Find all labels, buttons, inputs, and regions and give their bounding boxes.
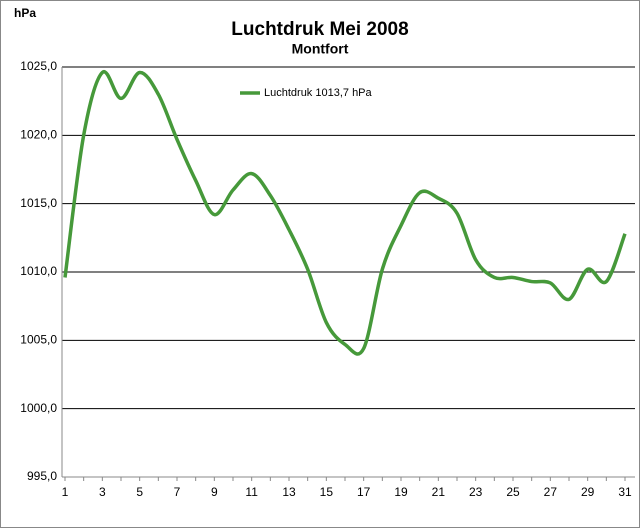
line: [63, 70, 627, 356]
x-tick-label: 29: [581, 485, 595, 499]
x-tick-label: 17: [357, 485, 371, 499]
x-tick-label: 15: [320, 485, 334, 499]
x-tick-label: 7: [174, 485, 181, 499]
x-tick-label: 11: [245, 485, 258, 499]
x-tick-label: 23: [469, 485, 483, 499]
chart-subtitle: Montfort: [292, 41, 349, 57]
x-tick-label: 31: [618, 485, 632, 499]
x-tick-label: 13: [282, 485, 296, 499]
x-tick-label: 25: [506, 485, 520, 499]
x-tick-label: 19: [394, 485, 408, 499]
x-tick-label: 9: [211, 485, 218, 499]
chart-title: Luchtdruk Mei 2008: [231, 19, 408, 40]
x-tick-label: 21: [432, 485, 446, 499]
y-axis-label: hPa: [14, 6, 36, 20]
y-tick-label: 1025,0: [20, 59, 57, 73]
y-tick-label: 1000,0: [20, 401, 57, 415]
x-tick-label: 3: [99, 485, 106, 499]
legend-label: Luchtdruk 1013,7 hPa: [264, 87, 373, 99]
x-tick-label: 1: [62, 485, 69, 499]
y-tick-label: 1010,0: [20, 264, 57, 278]
y-tick-label: 1015,0: [20, 196, 57, 210]
y-tick-label: 995,0: [27, 469, 57, 483]
y-tick-label: 1020,0: [20, 128, 57, 142]
x-tick-label: 5: [136, 485, 143, 499]
x-tick-label: 27: [544, 485, 558, 499]
y-tick-label: 1005,0: [20, 333, 57, 347]
